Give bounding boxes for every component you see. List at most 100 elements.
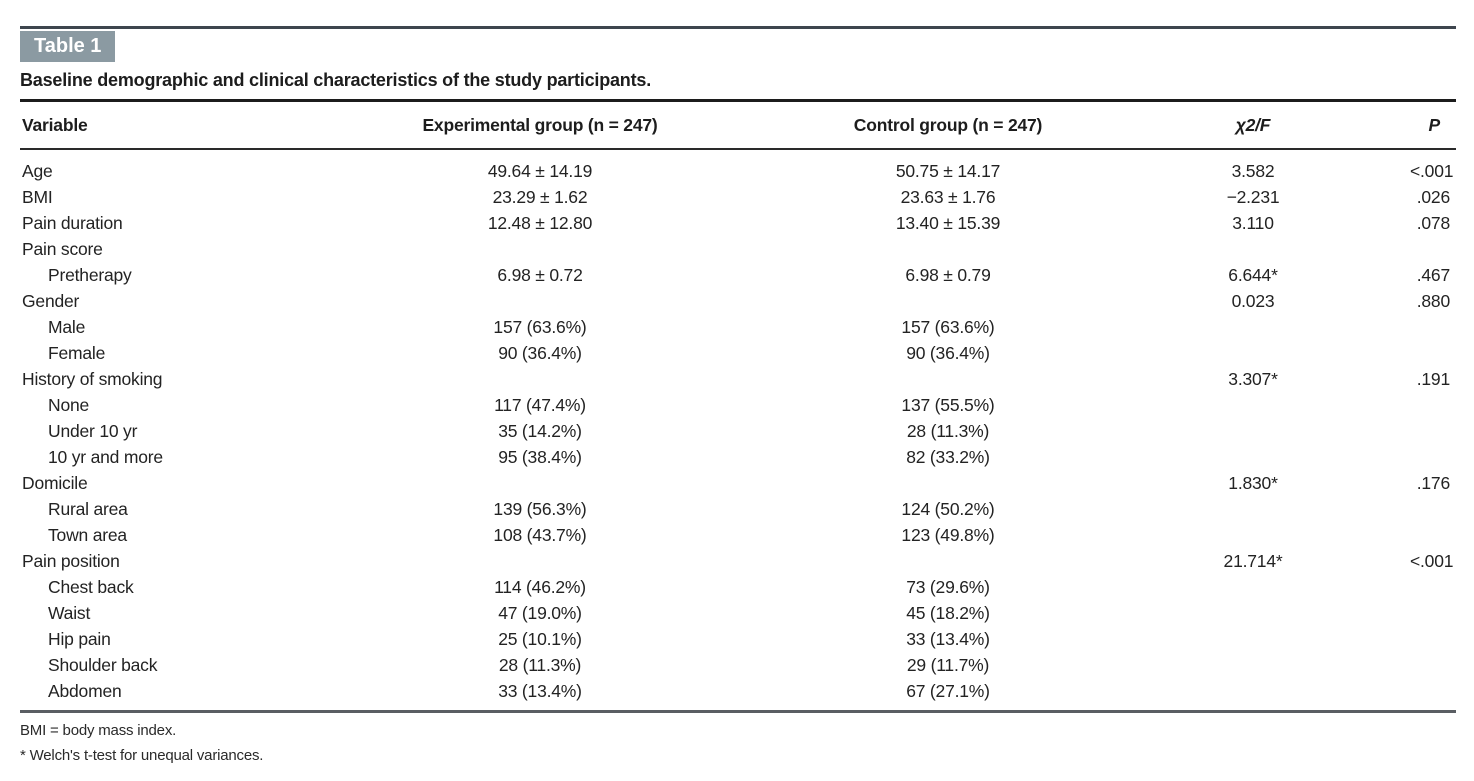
cell-chi2-f	[1096, 652, 1410, 678]
table-row: Abdomen 33 (13.4%) 67 (27.1%)	[20, 678, 1456, 704]
cell-variable: 10 yr and more	[48, 447, 163, 467]
cell-control: 45 (18.2%)	[906, 603, 990, 623]
cell-experimental: 108 (43.7%)	[493, 525, 587, 545]
cell-p-value: .026	[1416, 187, 1450, 207]
cell-chi2-f	[1096, 600, 1410, 626]
cell-experimental: 90 (36.4%)	[498, 343, 582, 363]
table-row: BMI 23.29 ± 1.62 23.63 ± 1.76 −2.231 .026	[20, 184, 1456, 210]
cell-control: 50.75 ± 14.17	[895, 161, 1001, 181]
table-row: Domicile 1.830* .176	[20, 470, 1456, 496]
cell-p-value	[1410, 444, 1456, 470]
cell-chi2-f	[1096, 626, 1410, 652]
cell-control: 137 (55.5%)	[901, 395, 995, 415]
cell-p-value: <.001	[1410, 161, 1454, 181]
cell-experimental	[280, 470, 800, 496]
cell-chi2-f	[1096, 444, 1410, 470]
cell-control: 67 (27.1%)	[906, 681, 990, 701]
table-row: Pain position 21.714* <.001	[20, 548, 1456, 574]
column-header-p-value: P	[1428, 114, 1441, 135]
cell-p-value	[1410, 314, 1456, 340]
cell-control	[800, 548, 1096, 574]
table-number-label: Table 1	[20, 31, 116, 62]
cell-control	[800, 366, 1096, 392]
cell-p-value	[1410, 496, 1456, 522]
cell-p-value	[1410, 626, 1456, 652]
cell-control: 28 (11.3%)	[906, 421, 990, 441]
cell-experimental: 47 (19.0%)	[498, 603, 582, 623]
cell-chi2-f: 0.023	[1231, 291, 1275, 311]
table-header-row: Variable Experimental group (n = 247) Co…	[20, 99, 1456, 150]
table-row: Age 49.64 ± 14.19 50.75 ± 14.17 3.582 <.001	[20, 158, 1456, 184]
cell-variable: Town area	[48, 525, 127, 545]
footnote-welch-test: * Welch's t-test for unequal variances.	[20, 747, 264, 764]
cell-control: 13.40 ± 15.39	[895, 213, 1001, 233]
cell-p-value	[1410, 392, 1456, 418]
cell-chi2-f: 3.582	[1231, 161, 1275, 181]
cell-control: 90 (36.4%)	[906, 343, 990, 363]
table-row: Chest back 114 (46.2%) 73 (29.6%)	[20, 574, 1456, 600]
cell-experimental: 25 (10.1%)	[498, 629, 582, 649]
cell-chi2-f	[1096, 392, 1410, 418]
column-header-chi2-f: χ2/F	[1235, 114, 1271, 135]
table-row: Pain duration 12.48 ± 12.80 13.40 ± 15.39 3…	[20, 210, 1456, 236]
column-header-variable: Variable	[22, 114, 88, 135]
cell-control: 123 (49.8%)	[901, 525, 995, 545]
table-row: Rural area 139 (56.3%) 124 (50.2%)	[20, 496, 1456, 522]
cell-experimental: 114 (46.2%)	[494, 577, 586, 597]
cell-p-value: .467	[1416, 265, 1450, 285]
cell-experimental	[280, 288, 800, 314]
cell-control: 73 (29.6%)	[906, 577, 990, 597]
cell-control: 23.63 ± 1.76	[900, 187, 996, 207]
cell-p-value	[1410, 522, 1456, 548]
cell-experimental: 6.98 ± 0.72	[497, 265, 583, 285]
cell-control: 33 (13.4%)	[906, 629, 990, 649]
table-row: Pretherapy 6.98 ± 0.72 6.98 ± 0.79 6.644* .4…	[20, 262, 1456, 288]
cell-variable: BMI	[22, 187, 53, 207]
top-rule	[20, 26, 1456, 29]
cell-experimental: 28 (11.3%)	[498, 655, 582, 675]
table-row: Waist 47 (19.0%) 45 (18.2%)	[20, 600, 1456, 626]
cell-experimental: 139 (56.3%)	[493, 499, 587, 519]
cell-chi2-f	[1096, 496, 1410, 522]
cell-control: 124 (50.2%)	[901, 499, 995, 519]
cell-p-value	[1410, 574, 1456, 600]
cell-chi2-f	[1096, 418, 1410, 444]
cell-chi2-f	[1096, 574, 1410, 600]
cell-chi2-f	[1096, 340, 1410, 366]
cell-chi2-f: 1.830*	[1228, 473, 1278, 493]
table-row: Under 10 yr 35 (14.2%) 28 (11.3%)	[20, 418, 1456, 444]
cell-variable: Under 10 yr	[48, 421, 138, 441]
table-footnotes: BMI = body mass index. * Welch's t-test …	[20, 718, 263, 768]
cell-p-value	[1410, 678, 1456, 704]
cell-p-value: <.001	[1410, 551, 1454, 571]
cell-experimental: 157 (63.6%)	[493, 317, 587, 337]
cell-variable: Rural area	[48, 499, 128, 519]
cell-chi2-f	[1096, 678, 1410, 704]
cell-control: 157 (63.6%)	[901, 317, 995, 337]
table-row: Shoulder back 28 (11.3%) 29 (11.7%)	[20, 652, 1456, 678]
cell-variable: Gender	[22, 291, 80, 311]
cell-p-value: .880	[1416, 291, 1450, 311]
cell-variable: Female	[48, 343, 106, 363]
cell-variable: None	[48, 395, 90, 415]
cell-experimental: 117 (47.4%)	[494, 395, 586, 415]
cell-control	[800, 470, 1096, 496]
cell-p-value	[1410, 418, 1456, 444]
cell-variable: Chest back	[48, 577, 134, 597]
table-row: None 117 (47.4%) 137 (55.5%)	[20, 392, 1456, 418]
cell-p-value	[1410, 236, 1456, 262]
column-header-control-group: Control group (n = 247)	[853, 114, 1043, 135]
cell-control: 82 (33.2%)	[906, 447, 990, 467]
cell-experimental	[280, 366, 800, 392]
cell-variable: Pain duration	[22, 213, 123, 233]
cell-experimental: 12.48 ± 12.80	[487, 213, 593, 233]
cell-chi2-f	[1096, 236, 1410, 262]
cell-chi2-f	[1096, 522, 1410, 548]
footnote-abbreviation: BMI = body mass index.	[20, 722, 177, 739]
cell-control: 6.98 ± 0.79	[905, 265, 991, 285]
cell-p-value	[1410, 652, 1456, 678]
cell-control	[800, 288, 1096, 314]
table-row: Town area 108 (43.7%) 123 (49.8%)	[20, 522, 1456, 548]
cell-chi2-f: −2.231	[1226, 187, 1280, 207]
cell-chi2-f	[1096, 314, 1410, 340]
